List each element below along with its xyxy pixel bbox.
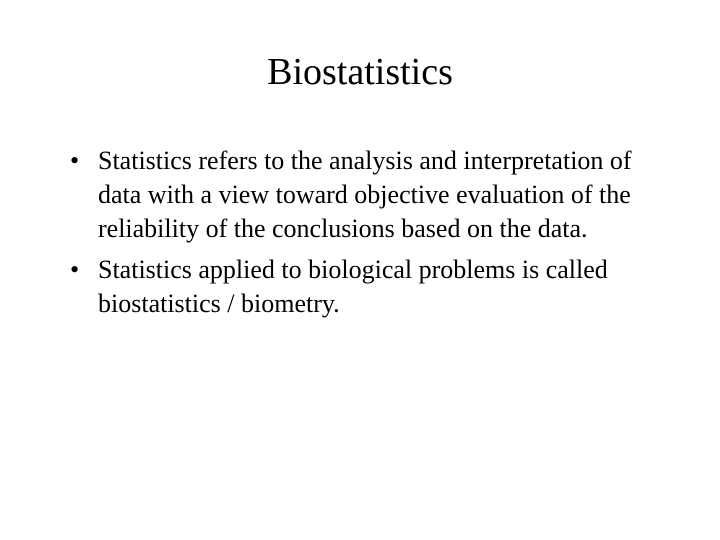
slide-title: Biostatistics — [50, 50, 670, 94]
list-item: Statistics refers to the analysis and in… — [70, 144, 670, 245]
bullet-list: Statistics refers to the analysis and in… — [50, 144, 670, 321]
list-item: Statistics applied to biological problem… — [70, 253, 670, 321]
slide-container: Biostatistics Statistics refers to the a… — [0, 0, 720, 540]
